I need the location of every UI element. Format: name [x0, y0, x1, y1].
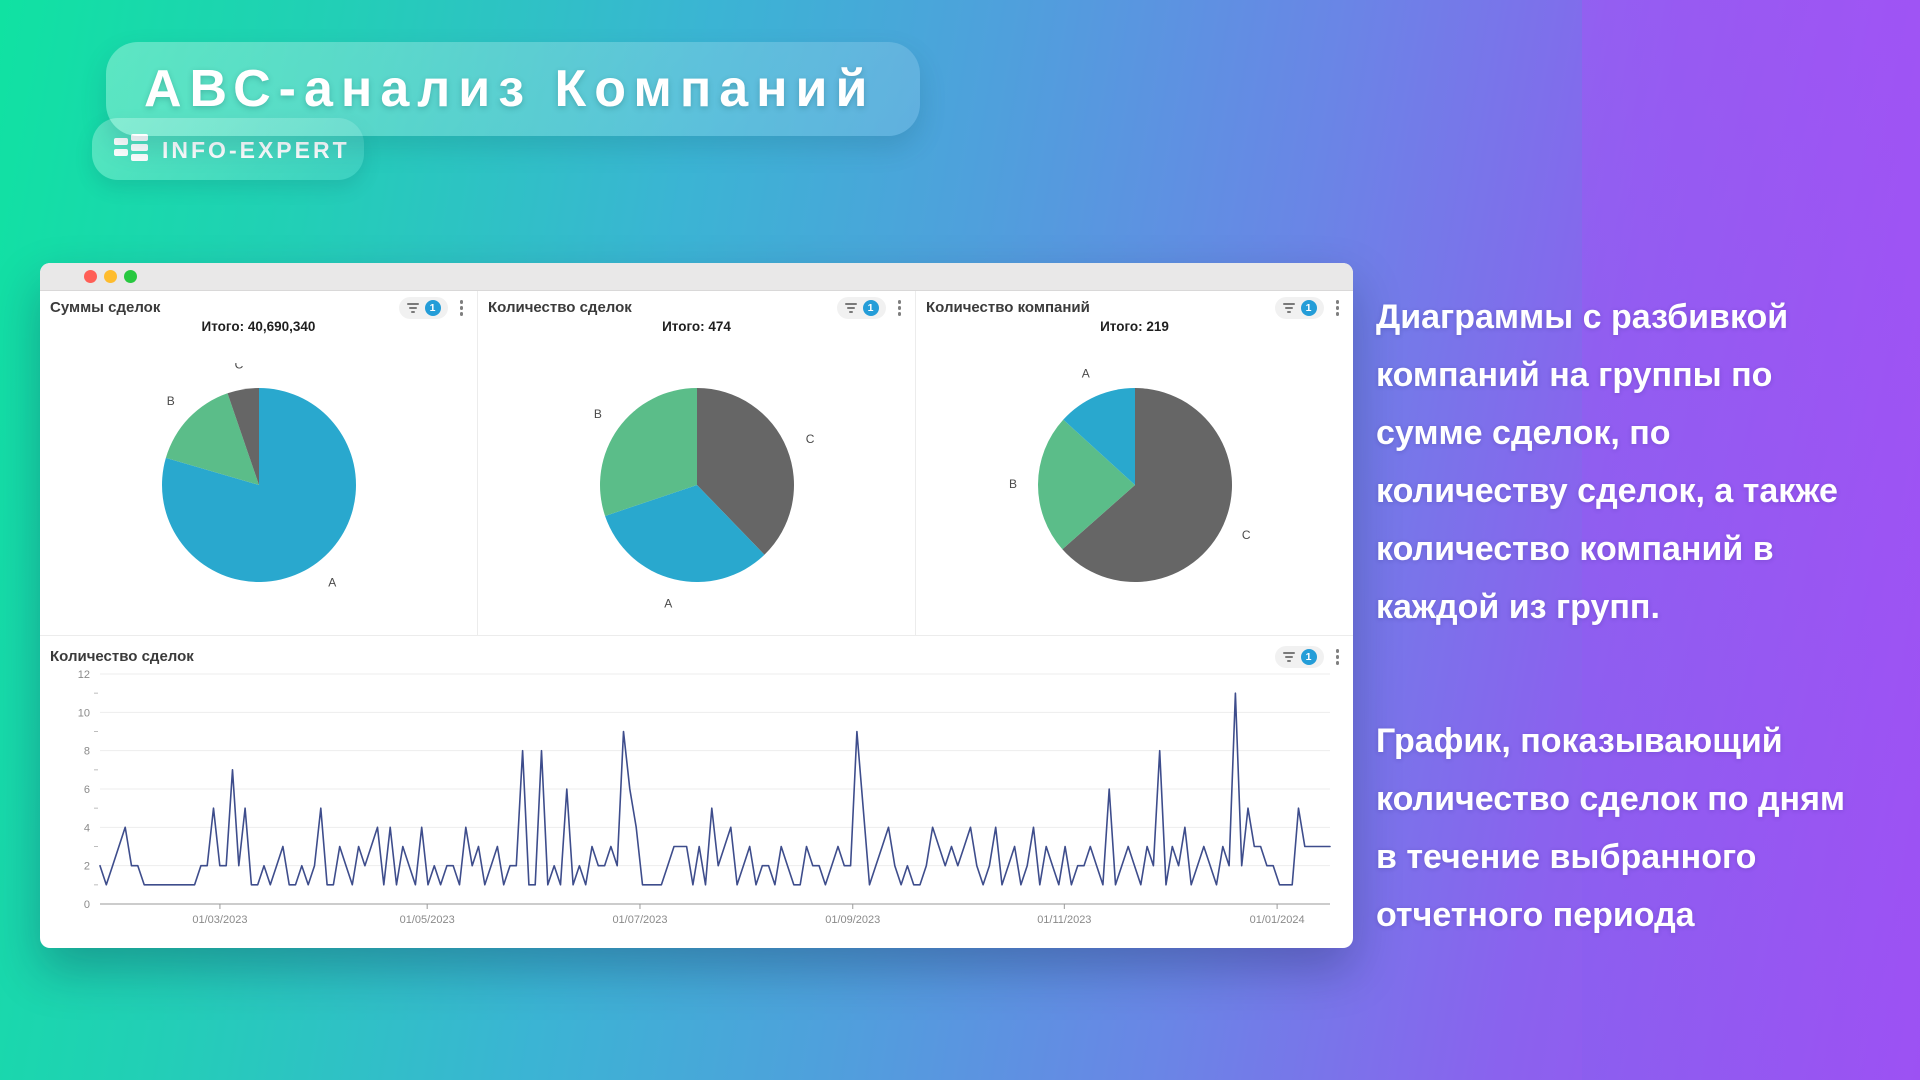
filter-control[interactable]: 1 — [1274, 645, 1324, 668]
line-chart-panel: Количество сделок 1 0 2 4 6 8 10 12 01/03/2023 0… — [40, 635, 1353, 948]
pie-slice-label: A — [328, 576, 336, 590]
pie-panel-header: Количество сделок 1 Итого: 474 — [478, 291, 915, 339]
pie-slice-label: B — [166, 394, 174, 408]
description-line: отчетного периода — [1376, 896, 1695, 934]
pie-slice-label: B — [1008, 477, 1016, 491]
pie-slice-label: A — [664, 597, 672, 611]
filter-icon — [1282, 302, 1295, 313]
pie-slice-label: C — [1241, 528, 1250, 542]
window-minimize-button[interactable] — [104, 270, 117, 283]
x-axis-tick-label: 01/09/2023 — [825, 914, 880, 926]
filter-control[interactable]: 1 — [398, 296, 448, 319]
more-options-button[interactable] — [454, 296, 470, 320]
pie-panel-header: Количество компаний 1 Итого: 219 — [916, 291, 1353, 339]
pie-slice-C[interactable] — [227, 388, 259, 485]
pie-total-label: Итого: 474 — [662, 319, 731, 334]
description-line: Диаграммы с разбивкой — [1376, 298, 1789, 336]
x-axis-tick-label: 01/01/2024 — [1250, 914, 1305, 926]
brand-pill: INFO-EXPERT — [92, 118, 364, 180]
line-panel-header: Количество сделок 1 — [40, 636, 1353, 684]
brand-name: INFO-EXPERT — [162, 137, 350, 163]
pie-panel: Количество компаний 1 Итого: 219 C B A — [916, 291, 1353, 635]
deals-per-day-line — [99, 692, 1331, 886]
filter-count-badge: 1 — [1300, 648, 1317, 665]
x-axis-tick-label: 01/05/2023 — [400, 914, 455, 926]
pie-slice-label: C — [234, 363, 243, 372]
title-pill: АВС-анализ Компаний — [106, 42, 920, 136]
brand-logo-icon — [114, 133, 150, 168]
pie-panel-header: Суммы сделок 1 Итого: 40,690,340 — [40, 291, 477, 339]
description-line: количество сделок по дням — [1376, 780, 1846, 818]
pie-slice-A[interactable] — [1062, 388, 1135, 485]
filter-control[interactable]: 1 — [836, 296, 886, 319]
filter-icon — [844, 302, 857, 313]
window-titlebar — [40, 263, 1353, 291]
description-line: каждой из групп. — [1376, 588, 1660, 626]
description-paragraph-1: Диаграммы с разбивкой компаний на группы … — [1376, 288, 1886, 636]
more-options-button[interactable] — [1330, 296, 1346, 320]
filter-count-badge: 1 — [862, 299, 879, 316]
x-axis-tick-label: 01/03/2023 — [192, 914, 247, 926]
x-axis-tick-label: 01/07/2023 — [612, 914, 667, 926]
y-axis-tick-label: 4 — [84, 822, 90, 834]
pie-slice-B[interactable] — [1037, 419, 1135, 550]
pie-panel: Количество сделок 1 Итого: 474 C A B — [478, 291, 916, 635]
pie-slice-C[interactable] — [696, 388, 794, 555]
pie-slice-label: B — [593, 407, 601, 421]
description-line: количество компаний в — [1376, 530, 1774, 568]
pie-chart: A B C — [161, 358, 356, 590]
pie-slice-A[interactable] — [604, 485, 764, 583]
app-window: Суммы сделок 1 Итого: 40,690,340 A B C Количес… — [40, 263, 1353, 948]
pie-chart: C A B — [593, 388, 814, 611]
window-close-button[interactable] — [84, 270, 97, 283]
filter-control[interactable]: 1 — [1274, 296, 1324, 319]
line-chart-plot: 0 2 4 6 8 10 12 01/03/2023 01/05/2023 01/07/2023 0… — [40, 636, 1353, 948]
pie-panel-title: Суммы сделок — [50, 299, 161, 316]
pie-panel: Суммы сделок 1 Итого: 40,690,340 A B C — [40, 291, 478, 635]
line-chart-title: Количество сделок — [50, 648, 194, 665]
y-axis-tick-label: 10 — [78, 707, 90, 719]
y-axis-tick-label: 0 — [84, 899, 90, 911]
pie-slice-C[interactable] — [1061, 388, 1232, 582]
filter-count-badge: 1 — [1300, 299, 1317, 316]
pie-total-label: Итого: 40,690,340 — [201, 319, 316, 334]
pie-slice-B[interactable] — [165, 393, 259, 485]
description-line: График, показывающий — [1376, 722, 1783, 760]
y-axis-tick-label: 12 — [78, 669, 90, 681]
y-axis-tick-label: 2 — [84, 861, 90, 873]
y-axis-tick-label: 8 — [84, 746, 90, 758]
description-line: количеству сделок, а также — [1376, 472, 1838, 510]
description-line: в течение выбранного — [1376, 838, 1757, 876]
page-title: АВС-анализ Компаний — [144, 60, 876, 118]
line-chart-svg: 0 2 4 6 8 10 12 01/03/2023 01/05/2023 01/07/2023 0… — [78, 669, 1331, 926]
window-zoom-button[interactable] — [124, 270, 137, 283]
pie-chart: C B A — [1008, 366, 1250, 582]
pie-charts-row: Суммы сделок 1 Итого: 40,690,340 A B C Количес… — [40, 291, 1353, 635]
y-axis-tick-label: 6 — [84, 784, 90, 796]
filter-icon — [1282, 651, 1295, 662]
pie-slice-label: A — [1081, 366, 1089, 380]
pie-panel-title: Количество сделок — [488, 299, 632, 316]
description-paragraph-2: График, показывающий количество сделок по… — [1376, 712, 1886, 944]
pie-total-label: Итого: 219 — [1100, 319, 1169, 334]
filter-count-badge: 1 — [424, 299, 441, 316]
more-options-button[interactable] — [1330, 645, 1346, 669]
pie-panel-title: Количество компаний — [926, 299, 1090, 316]
description-line: компаний на группы по — [1376, 356, 1773, 394]
more-options-button[interactable] — [892, 296, 908, 320]
pie-slice-B[interactable] — [599, 388, 697, 516]
x-axis-tick-label: 01/11/2023 — [1037, 914, 1091, 926]
pie-slice-A[interactable] — [161, 388, 356, 582]
description-line: сумме сделок, по — [1376, 414, 1671, 452]
pie-slice-label: C — [805, 432, 814, 446]
filter-icon — [406, 302, 419, 313]
